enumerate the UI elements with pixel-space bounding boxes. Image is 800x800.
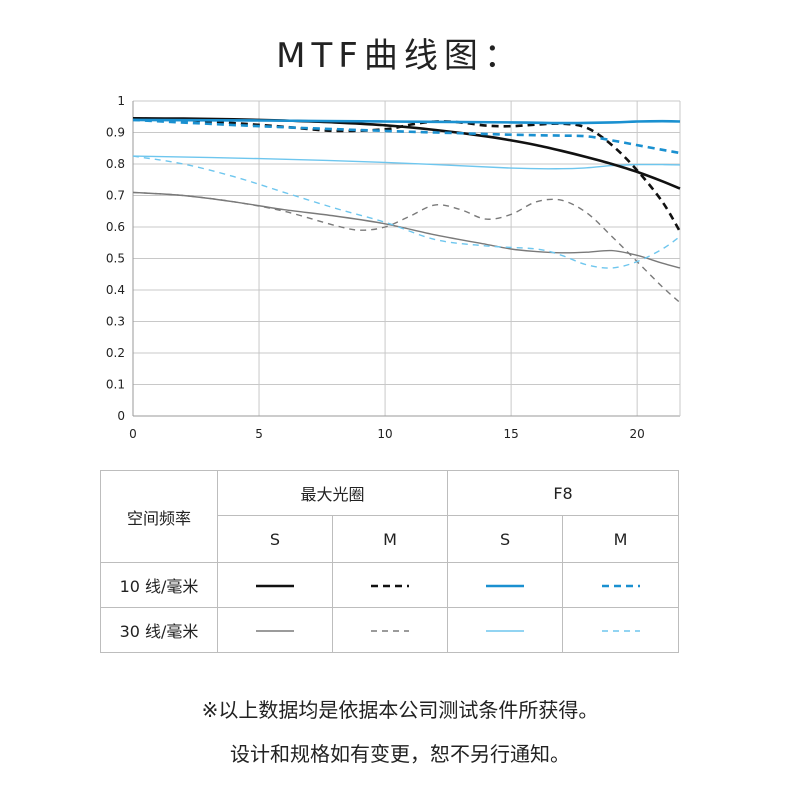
y-tick-label: 0.3 (106, 315, 125, 329)
y-axis-ticks: 0 0.1 0.2 0.3 0.4 0.5 0.6 0.7 0.8 0.9 1 (106, 94, 125, 423)
legend-row-30: 30 线/毫米 (100, 607, 218, 653)
legend-swatch-cell (447, 562, 564, 608)
legend-swatch-cell (331, 562, 449, 608)
y-tick-label: 0 (117, 409, 125, 423)
y-tick-label: 0.2 (106, 346, 125, 360)
mtf-chart: 0 0.1 0.2 0.3 0.4 0.5 0.6 0.7 0.8 0.9 1 0 5 10 15 20 (106, 94, 682, 441)
y-tick-label: 0.5 (106, 252, 125, 266)
legend-swatch-30-max-m (371, 630, 409, 632)
chart-series (132, 117, 682, 304)
series-line-3 (132, 118, 681, 155)
series-line-2 (132, 118, 681, 125)
chart-axes (132, 101, 681, 417)
legend-swatch-10-max-m (371, 584, 409, 588)
legend-col-s: S (447, 515, 564, 563)
y-tick-label: 0.6 (106, 220, 125, 234)
legend-swatch-cell (217, 607, 333, 653)
legend-col-s: S (217, 515, 333, 563)
footnote-data-source: ※以上数据均是依据本公司测试条件所获得。 (201, 698, 599, 722)
legend-swatch-10-f8-m (601, 584, 640, 588)
legend-table: 空间频率 最大光圈 F8 S M S M 10 线/毫米 30 线/毫米 (100, 470, 680, 653)
x-tick-label: 20 (630, 427, 645, 441)
x-tick-label: 10 (377, 427, 392, 441)
x-tick-label: 15 (503, 427, 518, 441)
legend-swatch-cell (217, 562, 333, 608)
chart-grid (133, 100, 680, 416)
legend-swatch-30-max-s (256, 630, 294, 632)
y-tick-label: 1 (117, 94, 125, 108)
series-line-1 (132, 117, 682, 233)
legend-swatch-10-f8-s (486, 584, 525, 588)
legend-swatch-10-max-s (256, 584, 294, 588)
legend-group-f8: F8 (447, 470, 680, 516)
x-axis-ticks: 0 5 10 15 20 (129, 427, 645, 441)
legend-col-m: M (331, 515, 449, 563)
legend-swatch-cell (562, 562, 680, 608)
legend-group-max-aperture: 最大光圈 (216, 470, 449, 516)
chart-title: MTF曲线图： (276, 36, 524, 76)
legend-swatch-cell (562, 607, 680, 653)
footnote-spec-change: 设计和规格如有变更，恕不另行通知。 (230, 742, 570, 766)
y-tick-label: 0.4 (106, 283, 125, 297)
series-line-6 (132, 155, 681, 170)
legend-swatch-30-f8-s (486, 630, 525, 632)
series-line-0 (132, 117, 681, 190)
y-tick-label: 0.7 (106, 189, 125, 203)
legend-swatch-30-f8-m (601, 630, 640, 632)
y-tick-label: 0.9 (106, 126, 125, 140)
legend-swatch-cell (331, 607, 449, 653)
legend-header-cell: 空间频率 (100, 470, 218, 563)
y-tick-label: 0.1 (106, 378, 125, 392)
legend-swatch-cell (447, 607, 564, 653)
legend-col-m: M (562, 515, 680, 563)
series-line-5 (132, 191, 681, 304)
series-line-7 (132, 155, 681, 269)
series-line-4 (132, 191, 681, 269)
x-tick-label: 0 (129, 427, 137, 441)
y-tick-label: 0.8 (106, 157, 125, 171)
legend-row-10: 10 线/毫米 (100, 562, 218, 608)
x-tick-label: 5 (255, 427, 263, 441)
